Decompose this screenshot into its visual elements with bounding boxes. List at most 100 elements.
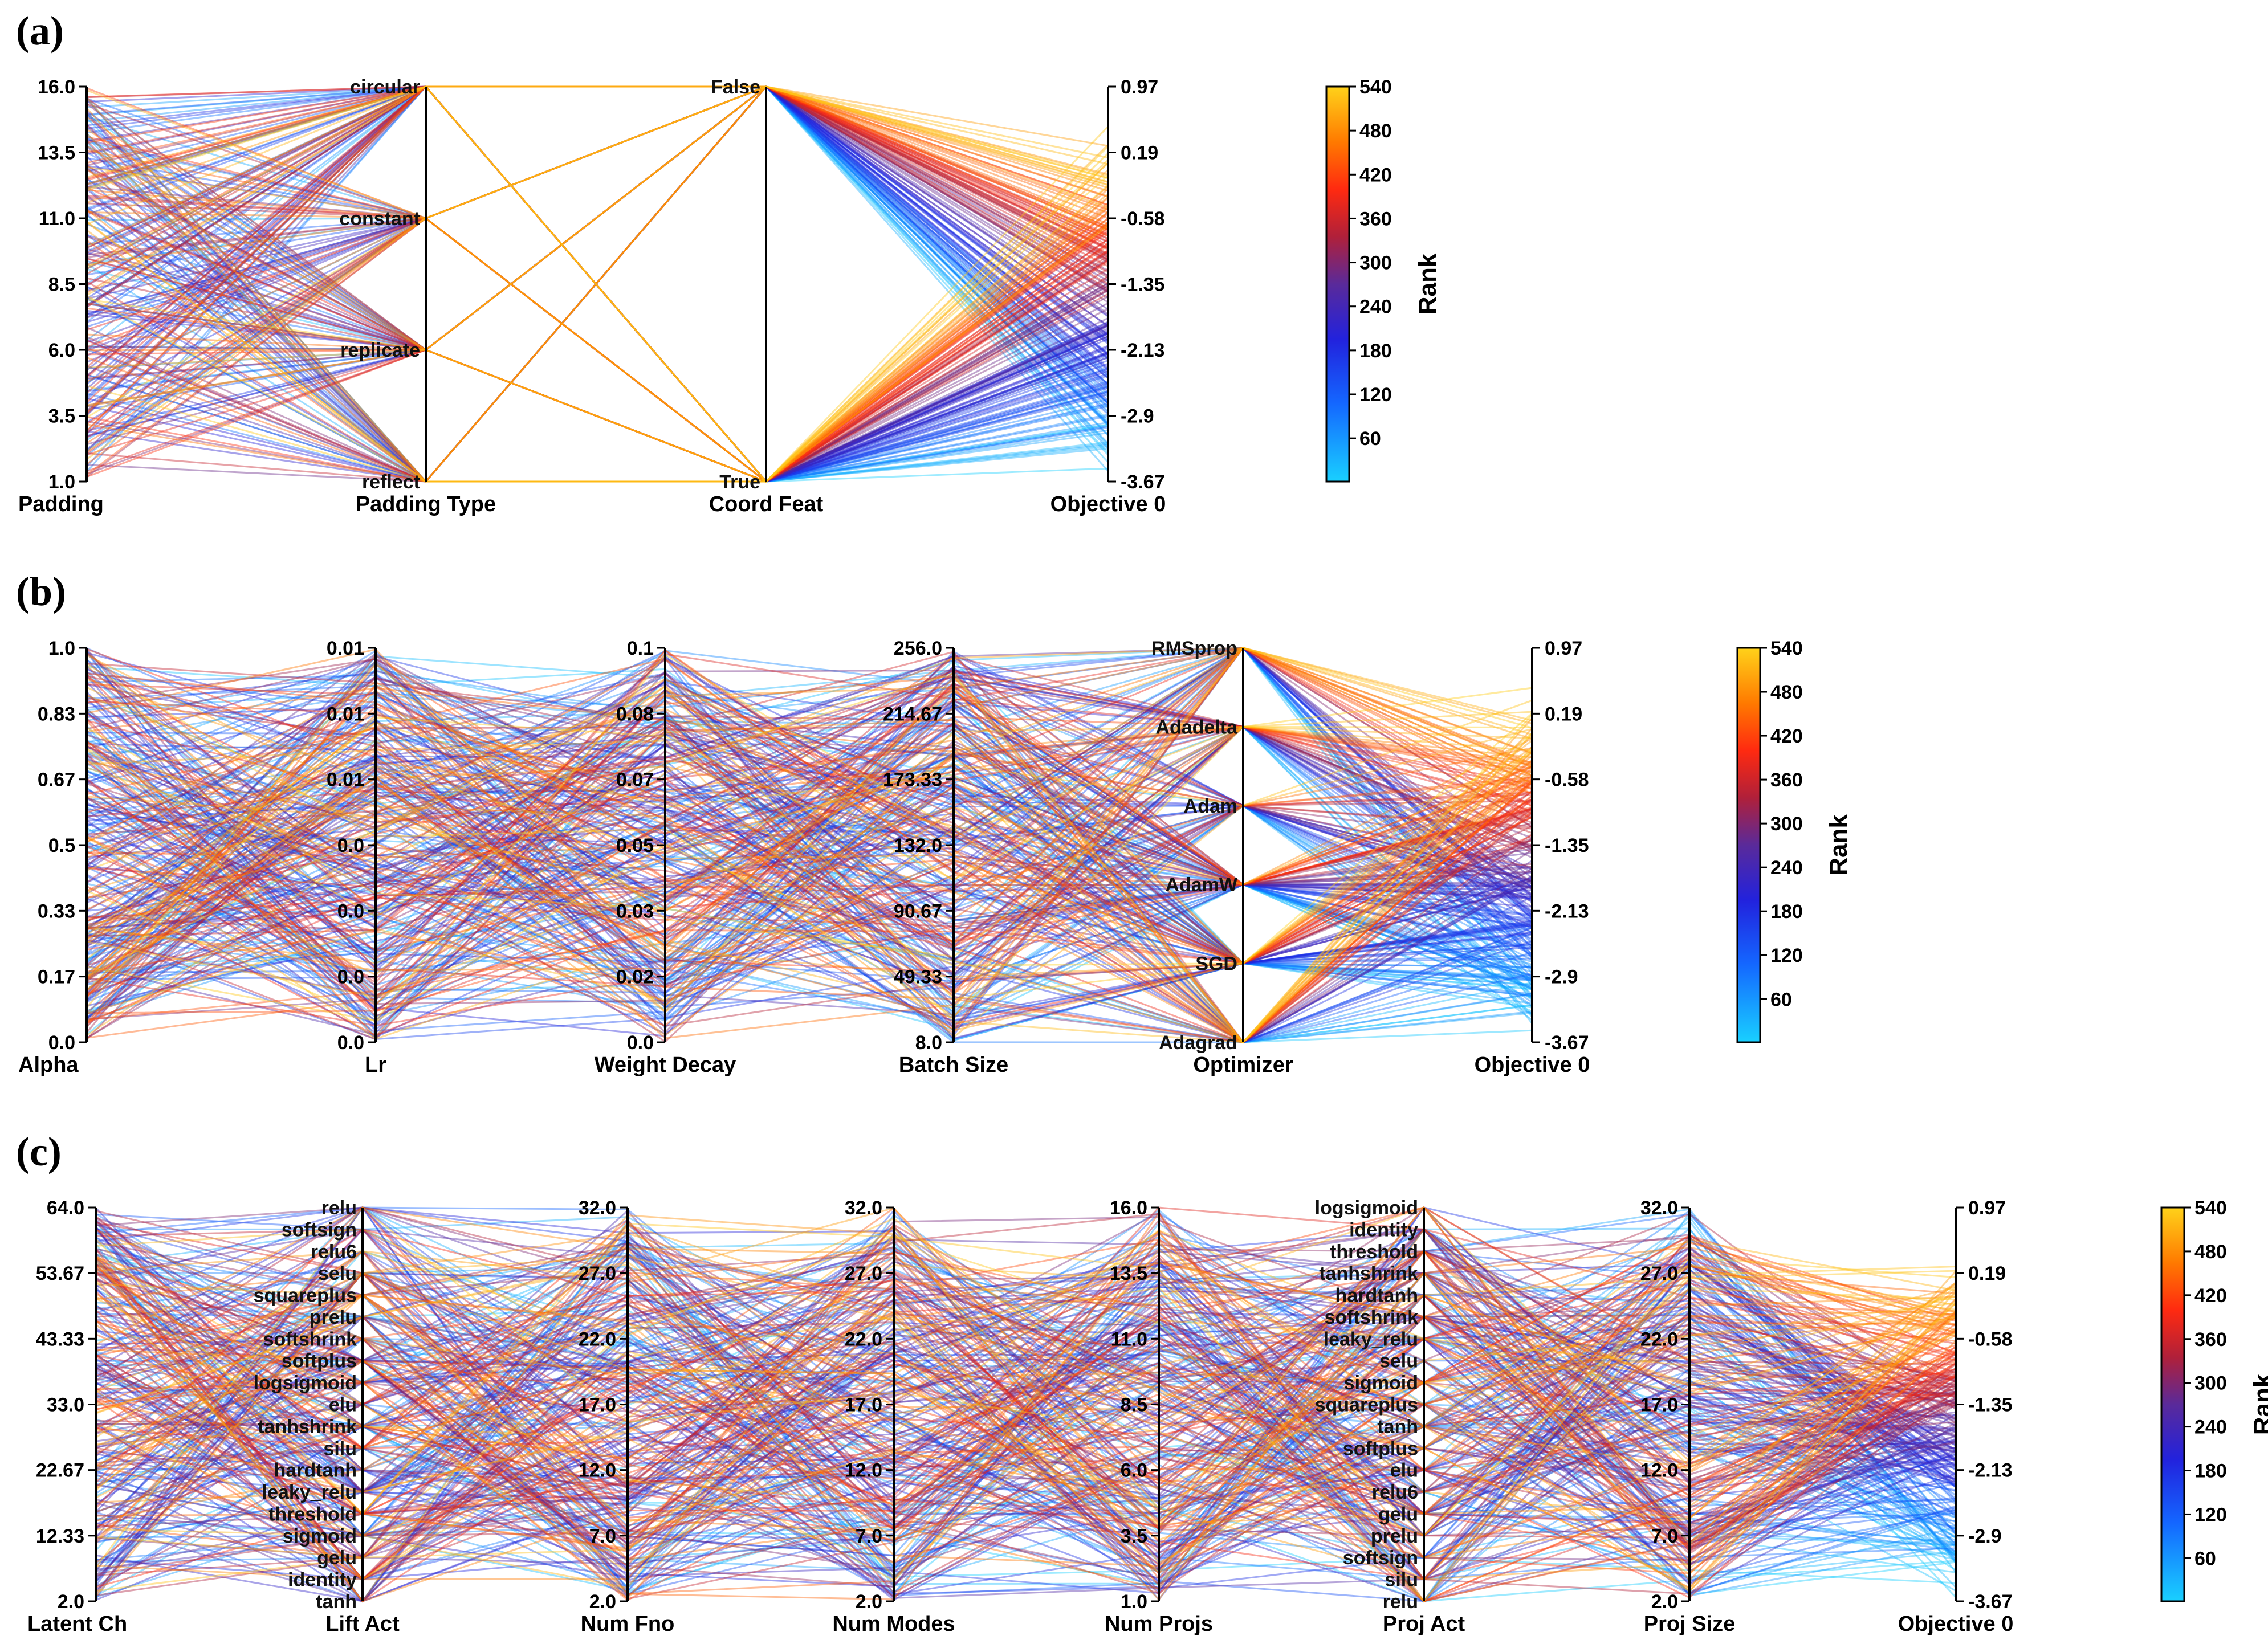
rank-line bbox=[86, 671, 1533, 1043]
rank-line bbox=[95, 1272, 1956, 1593]
rank-line bbox=[95, 1213, 1956, 1531]
rank-line bbox=[86, 85, 1109, 250]
axis-tick: 11.0 bbox=[1111, 1328, 1159, 1350]
axis-tick: 33.0 bbox=[47, 1394, 96, 1416]
rank-line bbox=[95, 1233, 1956, 1507]
rank-line bbox=[95, 1237, 1956, 1581]
rank-line bbox=[86, 85, 1109, 483]
axis-tick: 214.67 bbox=[883, 703, 954, 725]
rank-line bbox=[86, 308, 1109, 483]
rank-line bbox=[86, 716, 1533, 977]
rank-line bbox=[86, 332, 1109, 483]
colorbar-tick: 180 bbox=[1760, 901, 1803, 923]
colorbar-tick: 60 bbox=[2184, 1548, 2216, 1569]
category-label: relu6 bbox=[1372, 1482, 1418, 1503]
rank-line bbox=[86, 136, 1109, 483]
rank-line bbox=[86, 652, 1533, 900]
rank-line bbox=[86, 652, 1533, 976]
rank-line bbox=[86, 689, 1533, 1043]
tick-label: 22.67 bbox=[36, 1460, 84, 1482]
rank-line bbox=[86, 766, 1533, 979]
rank-line bbox=[86, 671, 1533, 939]
category-label: hardtanh bbox=[274, 1460, 357, 1482]
category-label: identity bbox=[1349, 1219, 1418, 1241]
rank-line bbox=[86, 725, 1533, 994]
colorbar-tick: 480 bbox=[2184, 1241, 2227, 1263]
rank-line bbox=[95, 1255, 1957, 1574]
rank-line bbox=[86, 691, 1533, 1015]
category-label: softplus bbox=[1343, 1438, 1418, 1459]
tick-label: 256.0 bbox=[894, 638, 942, 659]
rank-line bbox=[86, 85, 1109, 483]
tick-label: 0.01 bbox=[327, 703, 364, 725]
axis-name: Num Fno bbox=[581, 1612, 675, 1636]
rank-line bbox=[95, 1284, 1956, 1582]
rank-line bbox=[86, 85, 1109, 483]
tick-label: 1.0 bbox=[48, 471, 75, 493]
axis-tick: 2.0 bbox=[856, 1591, 894, 1613]
rank-line bbox=[95, 1228, 1956, 1513]
rank-line bbox=[86, 85, 1109, 403]
rank-line bbox=[95, 1318, 1956, 1540]
rank-line bbox=[95, 1253, 1956, 1602]
rank-line bbox=[86, 672, 1533, 1044]
rank-line bbox=[86, 85, 1109, 246]
rank-line bbox=[86, 85, 1109, 351]
rank-line bbox=[86, 165, 1109, 483]
axis-tick: -2.13 bbox=[1108, 340, 1165, 361]
rank-line bbox=[95, 1314, 1956, 1602]
axis-tick: 0.03 bbox=[616, 900, 665, 922]
rank-line bbox=[86, 85, 1109, 483]
rank-line bbox=[95, 1211, 1956, 1543]
rank-line bbox=[95, 1206, 1956, 1603]
rank-line bbox=[95, 1227, 1957, 1598]
category-label: identity bbox=[288, 1569, 357, 1591]
rank-line bbox=[86, 725, 1533, 1043]
tick-label: 17.0 bbox=[1640, 1394, 1678, 1416]
rank-line bbox=[95, 1239, 1956, 1569]
rank-line bbox=[95, 1269, 1956, 1603]
rank-line bbox=[86, 740, 1533, 965]
tick-label: 0.0 bbox=[48, 1032, 75, 1054]
rank-line bbox=[86, 646, 1533, 996]
axis-tick: 0.0 bbox=[337, 966, 376, 988]
rank-line bbox=[95, 1261, 1956, 1594]
rank-line bbox=[86, 85, 1109, 380]
rank-line bbox=[95, 1256, 1956, 1595]
rank-line bbox=[95, 1208, 1957, 1535]
rank-line bbox=[95, 1210, 1957, 1561]
rank-line bbox=[85, 85, 1109, 432]
rank-line bbox=[86, 658, 1533, 1043]
rank-line bbox=[95, 1290, 1956, 1565]
rank-line bbox=[95, 1294, 1956, 1581]
rank-line bbox=[86, 126, 1109, 483]
rank-line bbox=[86, 85, 1109, 483]
tick-label: 43.33 bbox=[36, 1328, 84, 1350]
rank-line bbox=[85, 85, 1109, 483]
rank-line bbox=[95, 1266, 1956, 1584]
rank-line bbox=[86, 670, 1533, 1042]
rank-line bbox=[86, 127, 1109, 483]
rank-line bbox=[86, 85, 1109, 483]
rank-line bbox=[95, 1242, 1956, 1592]
axis-tick: 3.5 bbox=[1121, 1525, 1159, 1547]
category-label: prelu bbox=[310, 1307, 357, 1328]
rank-line bbox=[86, 765, 1533, 965]
rank-line bbox=[86, 725, 1533, 1014]
rank-line bbox=[86, 227, 1109, 483]
rank-line bbox=[86, 97, 1109, 483]
rank-line bbox=[85, 85, 1109, 483]
rank-line bbox=[95, 1257, 1956, 1602]
rank-line bbox=[95, 1216, 1956, 1555]
rank-line bbox=[95, 1272, 1957, 1588]
rank-line bbox=[95, 1206, 1956, 1581]
rank-line bbox=[86, 683, 1533, 978]
rank-line bbox=[95, 1316, 1956, 1601]
rank-line bbox=[86, 720, 1533, 1043]
rank-line bbox=[95, 1263, 1957, 1593]
rank-line bbox=[86, 85, 1109, 483]
axis-tick: 27.0 bbox=[845, 1263, 894, 1284]
rank-line bbox=[95, 1219, 1957, 1564]
rank-line bbox=[95, 1206, 1956, 1569]
